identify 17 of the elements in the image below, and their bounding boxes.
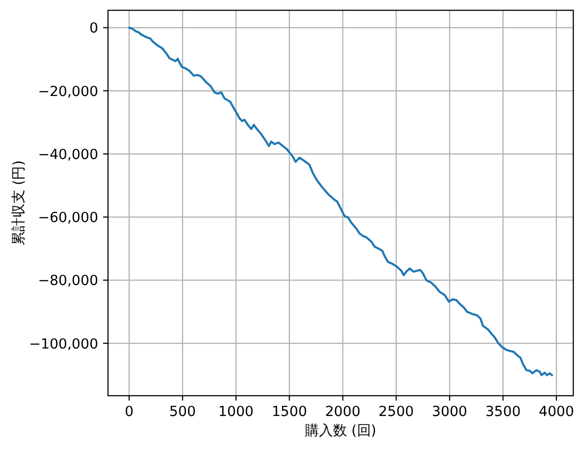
y-axis-title: 累計収支 (円) <box>11 160 27 246</box>
x-tick-label: 4000 <box>538 404 574 420</box>
x-tick-label: 3500 <box>485 404 521 420</box>
x-tick-label: 2000 <box>325 404 360 420</box>
x-tick-label: 1000 <box>218 404 254 420</box>
y-tick-label: −20,000 <box>38 84 98 100</box>
x-tick-label: 2500 <box>378 404 414 420</box>
x-tick-label: 1500 <box>272 404 308 420</box>
x-tick-label: 3000 <box>432 404 468 420</box>
x-axis-title: 購入数 (回) <box>305 423 376 439</box>
y-tick-label: −100,000 <box>29 336 98 352</box>
y-tick-label: −60,000 <box>38 210 98 226</box>
x-tick-label: 500 <box>169 404 196 420</box>
y-tick-label: −80,000 <box>38 273 98 290</box>
y-tick-label: 0 <box>89 20 98 37</box>
y-tick-label: −40,000 <box>38 146 98 163</box>
x-tick-label: 0 <box>124 404 134 420</box>
